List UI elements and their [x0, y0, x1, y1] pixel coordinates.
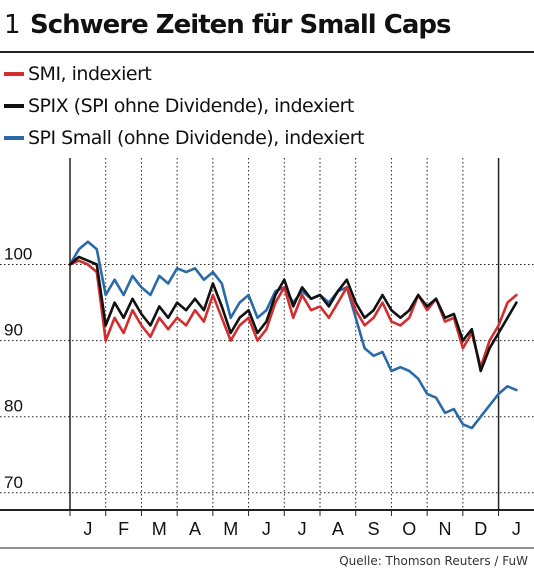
legend-item-spix: SPIX (SPI ohne Dividende), indexiert — [4, 90, 364, 122]
x-tick-label: M — [152, 519, 167, 539]
x-tick-label: J — [298, 519, 307, 539]
y-tick-label: 80 — [4, 397, 23, 416]
legend-label-spix: SPIX (SPI ohne Dividende), indexiert — [28, 95, 354, 117]
legend-item-smi: SMI, indexiert — [4, 58, 364, 90]
legend-swatch-smi — [4, 72, 24, 76]
x-tick-label: J — [262, 519, 271, 539]
chart-title: Schwere Zeiten für Small Caps — [30, 10, 451, 40]
x-tick-label: A — [189, 519, 201, 539]
x-tick-label: N — [439, 519, 452, 539]
x-tick-label: S — [368, 519, 380, 539]
legend-swatch-spix — [4, 104, 24, 108]
source-note: Quelle: Thomson Reuters / FuW — [339, 554, 528, 568]
spix-line — [68, 255, 518, 373]
smi-line — [68, 259, 518, 369]
y-tick-label: 100 — [4, 245, 32, 264]
x-tick-label: M — [223, 519, 238, 539]
x-tick-label: D — [474, 519, 487, 539]
legend-swatch-spi-small — [4, 136, 24, 140]
figure-number: 1 — [4, 10, 21, 40]
x-tick-label: J — [83, 519, 92, 539]
title-divider — [0, 51, 534, 53]
x-tick-label: F — [118, 519, 129, 539]
legend-item-spi-small: SPI Small (ohne Dividende), indexiert — [4, 122, 365, 154]
x-tick-label: O — [402, 519, 416, 539]
chart-legend: SMI, indexiert SPIX (SPI ohne Dividende)… — [4, 58, 365, 154]
y-tick-label: 70 — [4, 473, 23, 492]
legend-label-spi-small: SPI Small (ohne Dividende), indexiert — [28, 127, 365, 149]
x-tick-label: J — [512, 519, 521, 539]
y-tick-label: 90 — [4, 321, 23, 340]
chart-header: 1 Schwere Zeiten für Small Caps — [0, 0, 534, 53]
spi-small-line — [68, 240, 518, 430]
legend-label-smi: SMI, indexiert — [28, 63, 152, 85]
x-tick-label: A — [332, 519, 344, 539]
